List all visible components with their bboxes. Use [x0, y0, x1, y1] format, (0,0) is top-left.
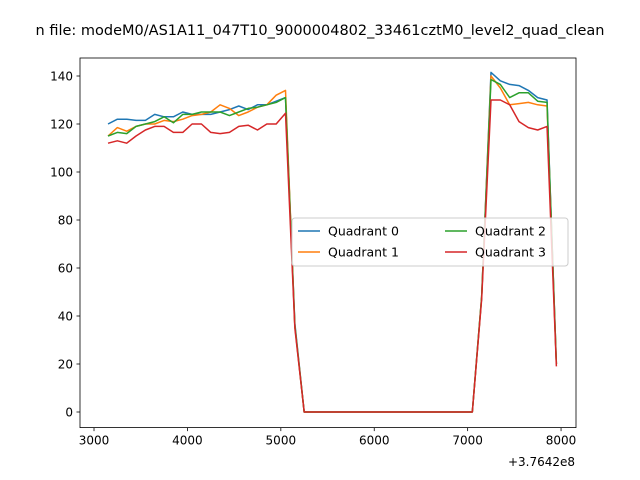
y-tick-label: 100 [50, 165, 73, 179]
axis-ticks: 3000 4000 5000 6000 7000 8000 0 20 40 60 80 100 120 1… [50, 69, 576, 447]
x-tick-label: 7000 [452, 434, 483, 448]
y-tick-label: 80 [58, 213, 73, 227]
y-tick-label: 120 [50, 117, 73, 131]
plot-frame [79, 57, 577, 429]
legend-label-quadrant-1: Quadrant 1 [328, 245, 399, 260]
x-offset-label: +3.7642e8 [508, 455, 575, 469]
y-tick-label: 60 [58, 261, 73, 275]
y-tick-label: 140 [50, 69, 73, 83]
series-line-quadrant-1 [107, 75, 558, 413]
x-tick-label: 4000 [172, 434, 203, 448]
series-line-quadrant-2 [107, 78, 558, 413]
y-tick-label: 20 [58, 357, 73, 371]
chart-title: n file: modeM0/AS1A11_047T10_9000004802_… [36, 23, 605, 39]
x-tick-label: 6000 [359, 434, 390, 448]
series-line-quadrant-3 [107, 99, 558, 413]
y-tick-label: 0 [65, 405, 73, 419]
legend-label-quadrant-0: Quadrant 0 [328, 224, 399, 239]
legend-label-quadrant-2: Quadrant 2 [475, 224, 546, 239]
x-tick-label: 5000 [266, 434, 297, 448]
legend-box [291, 217, 569, 267]
x-tick-label: 8000 [546, 434, 577, 448]
x-tick-label: 3000 [79, 434, 110, 448]
legend-label-quadrant-3: Quadrant 3 [475, 245, 546, 260]
series-lines [107, 71, 558, 413]
legend: Quadrant 0 Quadrant 1 Quadrant 2 Quadrant 3 [291, 217, 569, 267]
y-tick-label: 40 [58, 309, 73, 323]
